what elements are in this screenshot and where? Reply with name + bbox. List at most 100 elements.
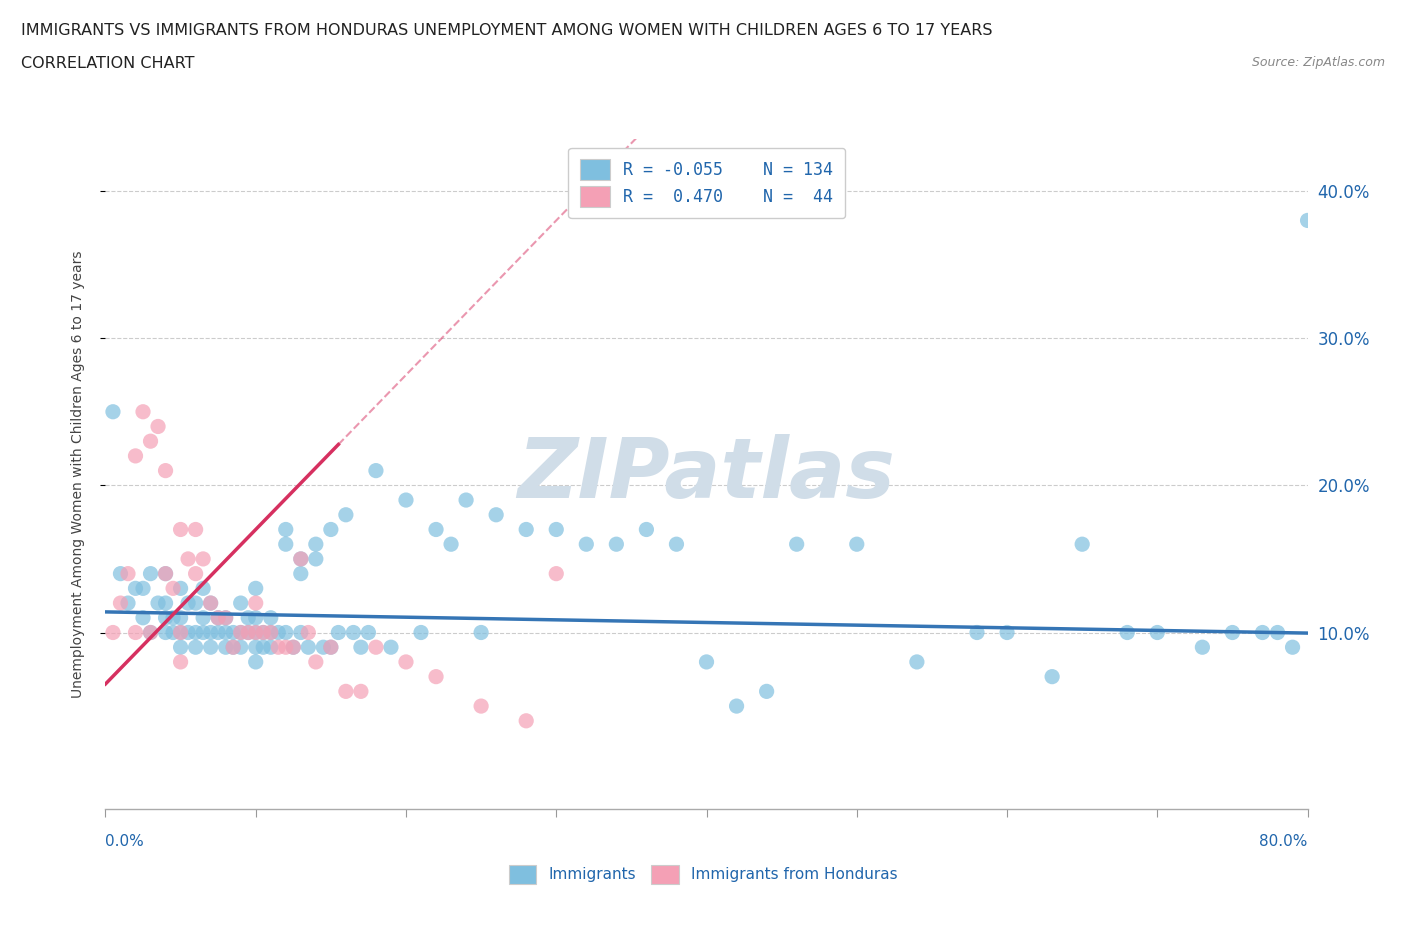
Point [169,640,191,655]
Point [155,595,177,610]
Point [290,566,312,581]
Point [470,698,492,713]
Point [132,581,155,596]
Point [101,405,124,419]
Point [184,625,207,640]
Point [252,640,274,655]
Point [319,640,342,655]
Point [425,670,447,684]
Point [124,448,146,463]
Point [207,610,229,625]
Point [605,537,627,551]
Point [252,625,274,640]
Point [132,610,155,625]
Point [335,508,357,523]
Point [305,655,328,670]
Point [260,640,283,655]
Point [290,551,312,566]
Point [267,625,290,640]
Point [101,625,124,640]
Point [214,625,236,640]
Point [440,537,463,551]
Point [319,522,342,537]
Point [546,522,568,537]
Point [252,625,274,640]
Point [1296,213,1319,228]
Point [238,610,260,625]
Point [177,595,200,610]
Point [155,566,177,581]
Point [515,713,537,728]
Point [132,405,155,419]
Point [200,595,222,610]
Point [1040,670,1063,684]
Point [755,684,778,698]
Point [260,625,283,640]
Point [267,640,290,655]
Text: IMMIGRANTS VS IMMIGRANTS FROM HONDURAS UNEMPLOYMENT AMONG WOMEN WITH CHILDREN AG: IMMIGRANTS VS IMMIGRANTS FROM HONDURAS U… [21,23,993,38]
Point [191,625,214,640]
Point [169,655,191,670]
Point [364,463,387,478]
Point [169,610,191,625]
Point [162,610,184,625]
Point [357,625,380,640]
Point [328,625,350,640]
Point [222,640,245,655]
Point [283,640,305,655]
Point [364,640,387,655]
Point [184,640,207,655]
Point [177,625,200,640]
Point [1116,625,1139,640]
Point [1267,625,1289,640]
Point [395,655,418,670]
Point [636,522,658,537]
Point [110,566,132,581]
Point [305,537,328,551]
Point [425,522,447,537]
Point [305,551,328,566]
Point [184,522,207,537]
Point [1222,625,1244,640]
Point [665,537,688,551]
Text: ZIPatlas: ZIPatlas [517,433,896,515]
Point [207,625,229,640]
Point [260,610,283,625]
Point [169,625,191,640]
Point [229,625,252,640]
Point [146,419,169,434]
Point [169,522,191,537]
Point [155,625,177,640]
Point [146,595,169,610]
Point [290,551,312,566]
Point [575,537,598,551]
Point [290,625,312,640]
Point [177,551,200,566]
Point [184,595,207,610]
Point [222,625,245,640]
Point [274,537,297,551]
Point [139,625,162,640]
Point [169,625,191,640]
Point [214,610,236,625]
Point [696,655,718,670]
Point [229,625,252,640]
Point [245,625,267,640]
Point [454,493,477,508]
Point [184,566,207,581]
Point [515,522,537,537]
Point [139,566,162,581]
Point [117,566,139,581]
Point [245,625,267,640]
Point [283,640,305,655]
Text: 0.0%: 0.0% [105,834,145,849]
Point [245,655,267,670]
Point [229,595,252,610]
Point [245,595,267,610]
Point [117,595,139,610]
Point [409,625,432,640]
Point [725,698,748,713]
Point [342,625,364,640]
Text: CORRELATION CHART: CORRELATION CHART [21,56,194,71]
Point [162,581,184,596]
